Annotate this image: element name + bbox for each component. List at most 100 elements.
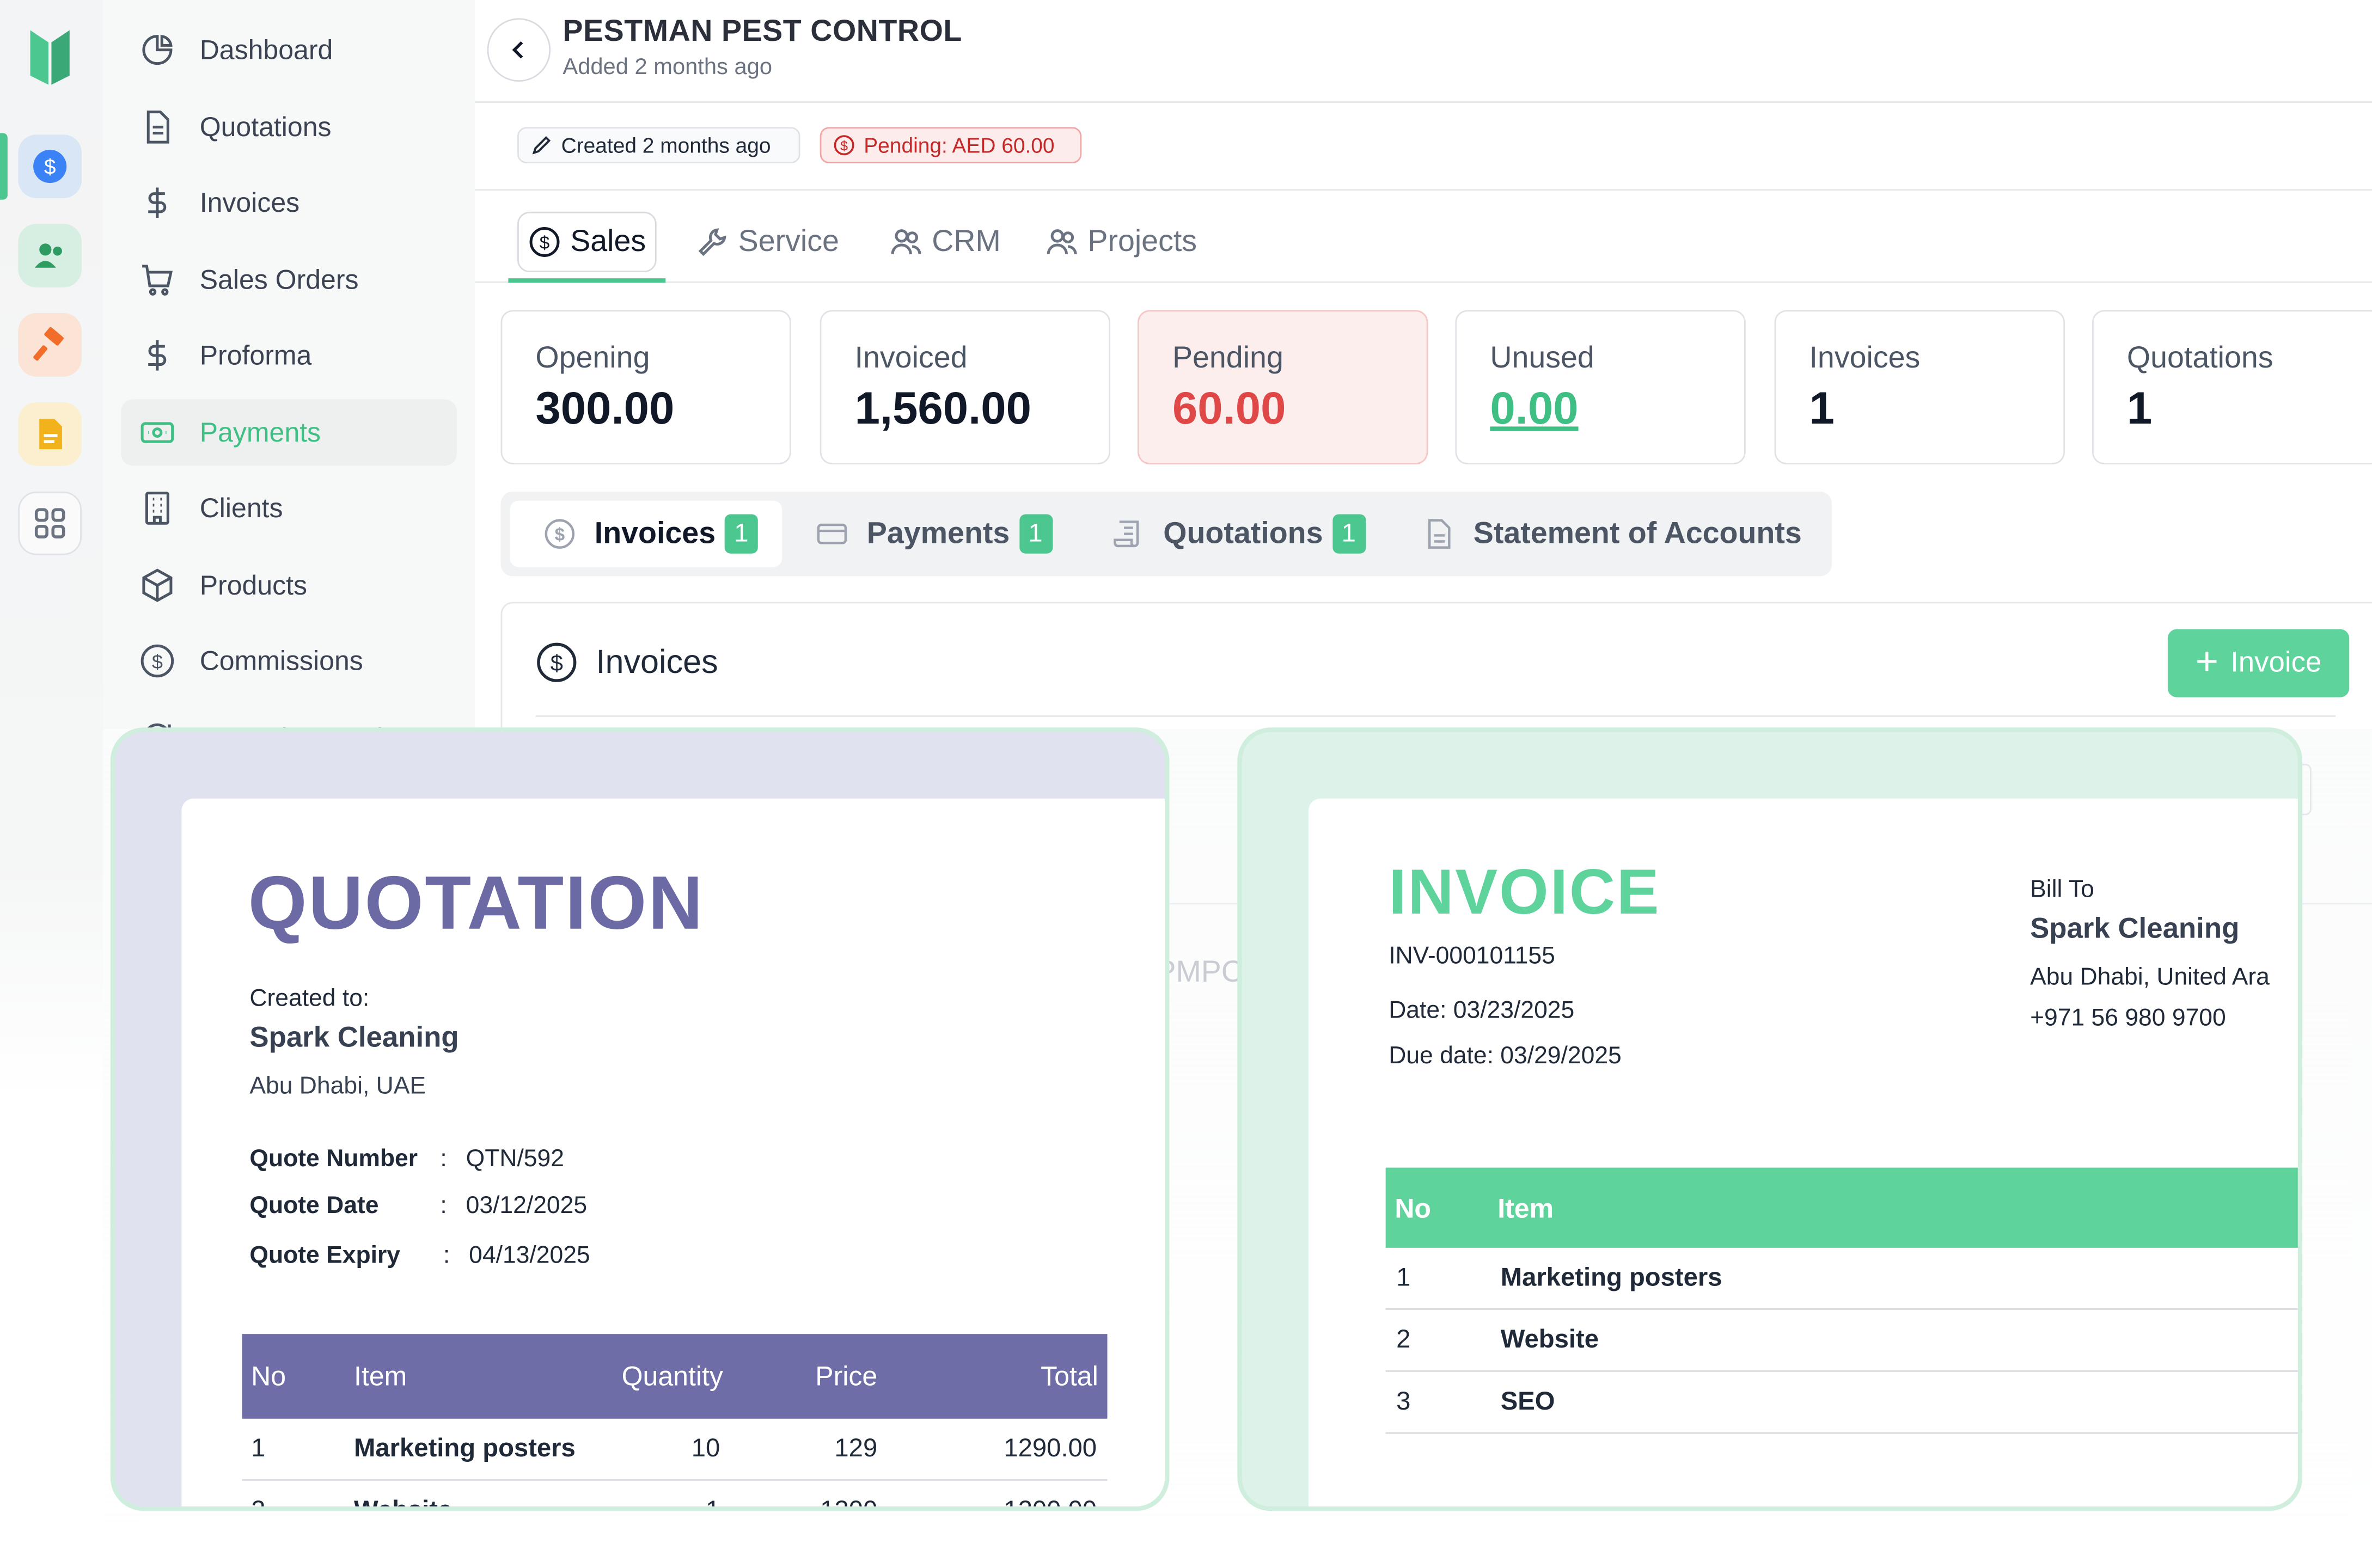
sidebar-item-label: Commissions	[199, 645, 363, 676]
table-row: 1 Marketing posters 10 129 1290.00	[242, 1419, 1108, 1481]
svg-text:$: $	[551, 650, 563, 676]
table-header: No Item Quantity Price Total	[242, 1334, 1108, 1419]
invoice-items-table: No Item 1 Marketing posters 2 Website 3 …	[1385, 1167, 2298, 1434]
sidebar-item-label: Sales Orders	[199, 264, 359, 295]
row-quantity: 10	[691, 1434, 720, 1463]
stat-value-link[interactable]: 0.00	[1490, 384, 1579, 434]
tab-label: Sales	[570, 224, 646, 258]
count-badge: 1	[1018, 514, 1053, 554]
row-no: 3	[1396, 1387, 1411, 1416]
invoices-panel-title: $ Invoices	[535, 641, 718, 684]
add-invoice-label: Invoice	[2230, 646, 2322, 678]
row-total: 1200.00	[1004, 1496, 1097, 1511]
created-chip-label: Created 2 months ago	[561, 133, 771, 157]
subtab-payments[interactable]: Payments 1	[815, 501, 1053, 567]
sidebar-item-label: Proforma	[199, 339, 312, 370]
row-price: 1200	[820, 1496, 878, 1511]
pending-chip: $ Pending: AED 60.00	[820, 127, 1082, 164]
sidebar-item-proforma[interactable]: Proforma	[121, 322, 457, 389]
coin-icon: $	[136, 640, 179, 682]
sidebar-item-sales-orders[interactable]: Sales Orders	[121, 247, 457, 313]
icon-rail: $	[0, 0, 103, 1567]
stat-card-invoiced: Invoiced 1,560.00	[820, 310, 1111, 464]
tab-service[interactable]: Service	[696, 212, 839, 272]
subtab-label: Quotations	[1163, 516, 1323, 550]
rail-sales-button[interactable]: $	[18, 134, 82, 198]
faded-text: PMPC	[1156, 955, 1243, 989]
field-colon: :	[440, 1193, 447, 1220]
row-no: 2	[251, 1496, 266, 1511]
svg-text:$: $	[555, 525, 565, 545]
column-header: Price	[815, 1360, 878, 1391]
quotation-client-address: Abu Dhabi, UAE	[249, 1074, 426, 1100]
sidebar-item-invoices[interactable]: Invoices	[121, 169, 457, 236]
sidebar-item-commissions[interactable]: $ Commissions	[121, 628, 457, 694]
row-item: Marketing posters	[354, 1434, 576, 1463]
stat-label: Opening	[535, 341, 650, 375]
add-invoice-button[interactable]: + Invoice	[2167, 629, 2350, 697]
rail-apps-button[interactable]	[18, 491, 82, 555]
table-row: 3 SEO	[1385, 1372, 2298, 1434]
rail-crm-button[interactable]	[18, 224, 82, 287]
row-no: 1	[1396, 1263, 1411, 1292]
added-timestamp: Added 2 months ago	[563, 54, 772, 81]
stat-card-unused: Unused 0.00	[1455, 310, 1746, 464]
sidebar-item-label: Recurring Invoices	[200, 722, 425, 729]
banknote-icon	[136, 412, 179, 454]
subtab-statement-of-accounts[interactable]: Statement of Accounts	[1422, 501, 1802, 567]
document-subtabs: $ Invoices 1 Payments 1 Quotations 1 Sta…	[500, 491, 1832, 577]
subtab-label: Statement of Accounts	[1473, 516, 1802, 550]
sidebar-item-label: Dashboard	[199, 34, 333, 65]
column-header: Item	[354, 1360, 407, 1391]
subtab-invoices[interactable]: $ Invoices 1	[510, 500, 782, 567]
invoice-due-date: Due date: 03/29/2025	[1389, 1043, 1622, 1070]
sidebar-item-label: Clients	[199, 492, 283, 523]
invoice-title: INVOICE	[1389, 856, 1661, 927]
sidebar-item-quotations[interactable]: Quotations	[121, 94, 457, 160]
table-row: 2 Website 1 1200 1200.00	[242, 1481, 1107, 1511]
invoice-client-address: Abu Dhabi, United Ara	[2030, 965, 2270, 991]
sidebar-item-clients[interactable]: Clients	[121, 475, 457, 541]
back-button[interactable]	[487, 18, 551, 82]
sidebar-item-payments[interactable]: Payments	[121, 399, 457, 466]
row-no: 2	[1396, 1325, 1411, 1354]
row-quantity: 1	[706, 1496, 720, 1511]
sidebar-item-label: Payments	[199, 416, 321, 447]
pencil-icon	[532, 136, 551, 155]
sidebar-item-label: Invoices	[199, 187, 300, 217]
sidebar: Dashboard Quotations Invoices Sales Orde…	[102, 0, 475, 729]
invoices-panel-title-text: Invoices	[596, 642, 718, 681]
svg-text:$: $	[152, 651, 163, 673]
created-chip: Created 2 months ago	[517, 127, 800, 164]
sidebar-item-products[interactable]: Products	[121, 552, 457, 618]
sidebar-item-recurring-invoices[interactable]: Recurring Invoices	[121, 705, 457, 729]
app-logo[interactable]	[27, 24, 72, 90]
rail-service-button[interactable]	[18, 313, 82, 377]
tab-sales[interactable]: $ Sales	[517, 211, 657, 273]
quotation-preview-card: QUOTATION Created to: Spark Cleaning Abu…	[110, 727, 1170, 1511]
cart-icon	[136, 259, 179, 301]
divider	[475, 101, 2372, 103]
field-value: 04/13/2025	[469, 1243, 590, 1269]
sidebar-item-label: Products	[199, 569, 308, 600]
bill-to-label: Bill To	[2030, 877, 2094, 903]
stat-value: 60.00	[1172, 384, 1286, 434]
table-row: 1 Marketing posters	[1385, 1248, 2298, 1310]
tab-projects[interactable]: Projects	[1046, 212, 1197, 272]
active-tab-indicator	[508, 278, 666, 283]
dollar-circle-icon: $	[529, 227, 560, 257]
dollar-icon	[136, 334, 179, 377]
stat-card-opening: Opening 300.00	[500, 310, 791, 464]
dollar-icon: $	[33, 150, 67, 183]
field-colon: :	[443, 1243, 450, 1269]
file-text-icon	[136, 106, 179, 148]
svg-text:$: $	[540, 233, 550, 253]
invoice-document: INVOICE INV-000101155 Date: 03/23/2025 D…	[1308, 798, 2298, 1506]
invoice-date: Date: 03/23/2025	[1389, 998, 1575, 1024]
tab-crm[interactable]: CRM	[889, 212, 1001, 272]
field-key: Quote Expiry	[249, 1243, 400, 1269]
column-header: Item	[1497, 1193, 1554, 1224]
sidebar-item-dashboard[interactable]: Dashboard	[121, 17, 457, 83]
rail-documents-button[interactable]	[18, 402, 82, 466]
subtab-quotations[interactable]: Quotations 1	[1112, 501, 1366, 567]
